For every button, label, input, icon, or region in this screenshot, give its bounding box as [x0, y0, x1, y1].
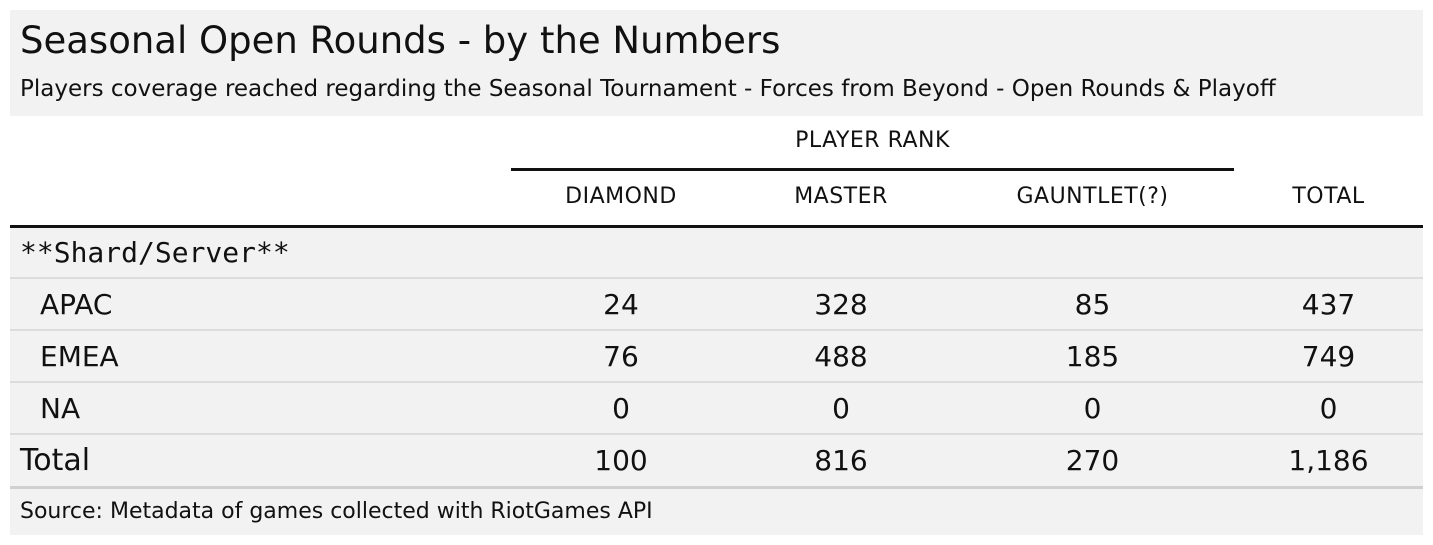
cell-total: 0 [1319, 392, 1338, 425]
column-header-total: TOTAL [1292, 184, 1365, 209]
table-header-panel: Seasonal Open Rounds - by the Numbers Pl… [10, 10, 1423, 116]
cell-gauntlet: 185 [1065, 340, 1120, 373]
cell-diamond: 100 [594, 444, 648, 477]
table-row-apac: APAC 24 328 85 437 [10, 279, 1423, 331]
cell-master: 328 [814, 288, 868, 321]
table-row-na: NA 0 0 0 0 [10, 383, 1423, 435]
column-header-gauntlet: GAUNTLET(?) [1016, 184, 1169, 209]
column-header-diamond: DIAMOND [565, 184, 677, 209]
cell-total: 437 [1301, 288, 1356, 321]
cell-gauntlet: 0 [1083, 392, 1102, 425]
spanner-rule [511, 168, 1234, 171]
source-note: Source: Metadata of games collected with… [20, 499, 653, 524]
cell-total: 1,186 [1288, 444, 1369, 477]
column-spanner-player-rank: PLAYER RANK [795, 128, 950, 153]
group-label: **Shard/Server** [20, 236, 290, 269]
table-subtitle: Players coverage reached regarding the S… [20, 76, 1276, 102]
row-label: APAC [40, 288, 113, 321]
cell-gauntlet: 85 [1074, 288, 1111, 321]
table-title: Seasonal Open Rounds - by the Numbers [20, 19, 781, 62]
table-row-total: Total 100 816 270 1,186 [10, 435, 1423, 489]
table-row-emea: EMEA 76 488 185 749 [10, 331, 1423, 383]
row-label: EMEA [40, 340, 119, 373]
row-label: NA [40, 392, 81, 425]
table-footer: Source: Metadata of games collected with… [10, 489, 1423, 535]
column-header-master: MASTER [794, 184, 888, 209]
cell-gauntlet: 270 [1065, 444, 1120, 477]
row-group-header: **Shard/Server** [10, 228, 1423, 279]
cell-diamond: 24 [603, 288, 639, 321]
cell-diamond: 0 [612, 392, 630, 425]
cell-total: 749 [1301, 340, 1356, 373]
total-label: Total [20, 443, 91, 478]
cell-master: 0 [832, 392, 850, 425]
cell-diamond: 76 [603, 340, 639, 373]
header-rule [10, 225, 1423, 228]
cell-master: 488 [814, 340, 868, 373]
cell-master: 816 [814, 444, 868, 477]
